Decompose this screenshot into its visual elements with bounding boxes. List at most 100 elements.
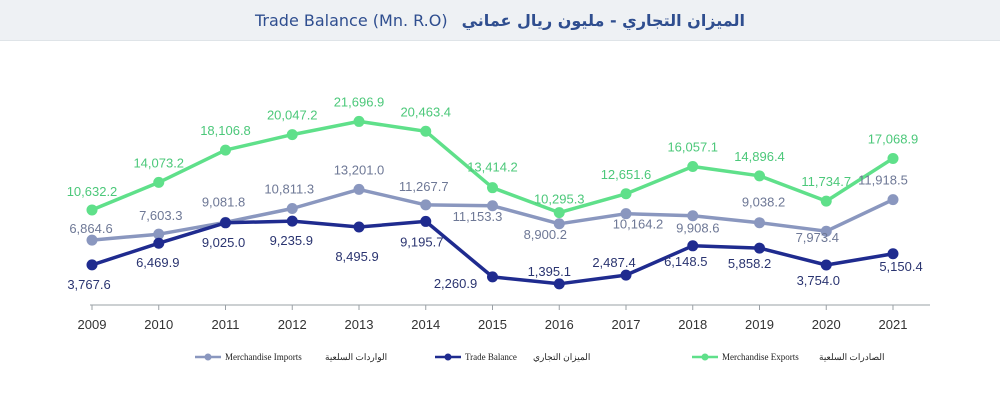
- imports-point: [487, 200, 498, 212]
- x-tick-label: 2019: [745, 317, 774, 332]
- line-chart: 2009 2010 2011 2012 2013 2014 2015 2016 2017 2018…: [67, 94, 930, 363]
- x-tick-label: 2016: [545, 317, 574, 332]
- exports-data-label: 21,696.9: [334, 94, 385, 109]
- exports-point: [86, 204, 98, 216]
- imports-data-label: 7,973.4: [796, 230, 839, 245]
- imports-data-label: 11,918.5: [858, 173, 908, 188]
- imports-data-label: 10,811.3: [264, 182, 314, 197]
- exports-point: [754, 170, 765, 182]
- imports-data-label: 8,900.2: [524, 227, 567, 242]
- imports-data-label: 11,153.3: [453, 209, 503, 224]
- imports-point: [353, 183, 365, 195]
- x-tick-label: 2017: [612, 317, 641, 332]
- imports-legend-swatch-marker: [204, 353, 212, 361]
- exports-point: [820, 195, 832, 207]
- data-labels: 6,864.6 7,603.3 9,081.8 10,811.3 13,201.0 11,…: [67, 94, 923, 291]
- balance-point: [153, 237, 165, 249]
- exports-data-label: 18,106.8: [200, 123, 251, 138]
- balance-point: [86, 259, 98, 271]
- exports-point: [353, 115, 365, 127]
- exports-legend-label-ar: الصادرات السلعية: [819, 352, 885, 363]
- balance-point: [887, 248, 899, 260]
- exports-point: [487, 182, 498, 194]
- balance-point: [553, 278, 565, 290]
- x-tick-label: 2013: [345, 317, 374, 332]
- balance-data-label: 1,395.1: [528, 264, 571, 279]
- balance-point: [620, 269, 632, 281]
- imports-point: [153, 228, 165, 240]
- exports-data-label: 10,632.2: [67, 184, 118, 199]
- balance-point: [353, 221, 365, 233]
- balance-data-label: 5,150.4: [879, 259, 922, 274]
- exports-data-label: 11,734.7: [801, 174, 851, 189]
- exports-point: [220, 144, 231, 156]
- exports-data-label: 14,896.4: [734, 149, 785, 164]
- exports-point: [620, 188, 632, 200]
- balance-data-label: 3,754.0: [797, 273, 840, 288]
- chart-legend: Merchandise Imports الواردات السلعية Trade…: [195, 352, 885, 363]
- chart-title-en: Trade Balance (Mn. R.O): [254, 10, 448, 30]
- x-tick-label: 2012: [278, 317, 307, 332]
- balance-legend-swatch-marker: [444, 353, 452, 361]
- exports-point: [887, 152, 899, 164]
- imports-data-label: 7,603.3: [139, 208, 182, 223]
- x-tick-label: 2021: [879, 317, 908, 332]
- chart-title-ar: الميزان التجاري - مليون ريال عماني: [461, 10, 746, 30]
- imports-point: [553, 218, 565, 230]
- balance-point: [687, 240, 699, 252]
- imports-point: [887, 194, 899, 206]
- x-tick-label: 2018: [678, 317, 707, 332]
- balance-data-label: 2,487.4: [592, 255, 635, 270]
- exports-legend-label: Merchandise Exports: [722, 352, 799, 362]
- exports-point: [420, 125, 432, 137]
- exports-point: [553, 207, 565, 219]
- imports-point: [86, 234, 98, 246]
- imports-data-label: 9,081.8: [202, 194, 245, 209]
- balance-legend-label-ar: الميزان التجاري: [533, 352, 590, 363]
- balance-data-label: 8,495.9: [335, 249, 378, 264]
- balance-data-label: 2,260.9: [434, 276, 477, 291]
- balance-data-label: 9,235.9: [270, 233, 313, 248]
- exports-data-label: 16,057.1: [667, 140, 718, 155]
- imports-data-label: 13,201.0: [334, 162, 385, 177]
- exports-data-label: 14,073.2: [133, 155, 184, 170]
- x-tick-label: 2010: [144, 317, 173, 332]
- imports-point: [286, 203, 298, 215]
- x-tick-label: 2015: [478, 317, 507, 332]
- balance-data-label: 6,469.9: [136, 255, 179, 270]
- balance-data-label: 3,767.6: [67, 277, 110, 292]
- chart-panel: 2009 2010 2011 2012 2013 2014 2015 2016 2017 2018…: [0, 41, 1000, 405]
- exports-point: [153, 176, 165, 188]
- exports-data-label: 13,414.2: [467, 160, 518, 175]
- balance-point: [220, 217, 231, 229]
- x-tick-label: 2020: [812, 317, 841, 332]
- imports-point: [420, 199, 432, 211]
- balance-point: [420, 215, 432, 227]
- exports-data-label: 12,651.6: [601, 167, 652, 182]
- imports-data-label: 9,908.6: [676, 221, 719, 236]
- chart-title-bar: Trade Balance (Mn. R.O) الميزان التجاري …: [0, 0, 1000, 41]
- exports-data-label: 10,295.3: [534, 192, 585, 207]
- exports-data-label: 20,463.4: [400, 104, 451, 119]
- balance-point: [820, 259, 832, 271]
- imports-data-label: 11,267.7: [399, 179, 449, 194]
- imports-point: [687, 210, 699, 222]
- balance-point: [286, 215, 298, 227]
- balance-data-label: 6,148.5: [664, 254, 707, 269]
- exports-data-label: 20,047.2: [267, 108, 318, 123]
- imports-point: [754, 217, 765, 229]
- balance-data-label: 9,195.7: [400, 234, 443, 249]
- x-tick-label: 2014: [411, 317, 440, 332]
- imports-data-label: 10,164.2: [613, 217, 664, 232]
- imports-legend-label: Merchandise Imports: [225, 352, 302, 362]
- imports-data-label: 9,038.2: [742, 195, 785, 210]
- balance-data-label: 5,858.2: [728, 256, 771, 271]
- balance-point: [487, 271, 498, 283]
- x-axis-ticks: 2009 2010 2011 2012 2013 2014 2015 2016 2017 2018…: [78, 305, 908, 332]
- balance-data-label: 9,025.0: [202, 235, 245, 250]
- imports-point: [620, 208, 632, 220]
- exports-legend-swatch-marker: [701, 353, 709, 361]
- imports-data-label: 6,864.6: [69, 221, 112, 236]
- x-tick-label: 2009: [78, 317, 107, 332]
- x-tick-label: 2011: [212, 317, 240, 332]
